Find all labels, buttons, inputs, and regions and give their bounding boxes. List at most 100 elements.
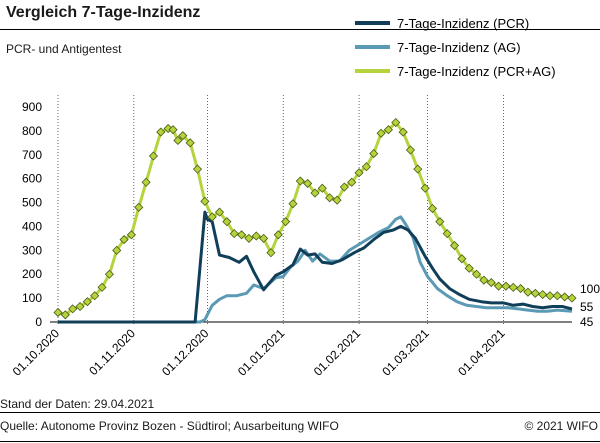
y-tick-label: 400	[22, 219, 42, 233]
data-point-marker	[449, 240, 460, 251]
data-point-marker	[295, 176, 305, 186]
end-value-label: 55	[580, 300, 594, 314]
data-point-marker	[178, 131, 188, 141]
data-point-marker	[68, 304, 78, 314]
data-point-marker	[134, 202, 144, 212]
x-tick-label: 01.02.2021	[311, 326, 364, 379]
data-point-marker	[427, 203, 438, 214]
data-point-marker	[237, 230, 247, 240]
data-point-marker	[163, 123, 173, 134]
data-point-marker	[325, 193, 335, 203]
data-point-marker	[560, 292, 570, 302]
data-point-marker	[222, 217, 232, 227]
data-point-marker	[347, 177, 357, 187]
data-point-marker	[244, 233, 254, 243]
data-point-marker	[398, 127, 408, 137]
data-point-marker	[273, 230, 283, 240]
data-point-marker	[501, 281, 511, 291]
data-point-marker	[354, 168, 364, 178]
data-point-marker	[259, 233, 269, 243]
data-point-marker	[486, 278, 496, 288]
data-point-marker	[545, 291, 555, 301]
data-point-marker	[332, 195, 342, 205]
data-point-marker	[552, 291, 562, 301]
series-line	[58, 215, 573, 324]
legend-label: 7-Tage-Inzidenz (AG)	[397, 40, 521, 55]
data-point-marker	[185, 138, 195, 148]
data-point-marker	[494, 281, 504, 291]
y-tick-label: 0	[35, 315, 42, 329]
y-tick-label: 200	[22, 267, 42, 281]
data-point-marker	[214, 207, 225, 217]
data-point-marker	[567, 293, 577, 303]
y-tick-label: 800	[22, 124, 42, 138]
data-point-marker	[405, 145, 416, 155]
end-value-label: 100	[580, 282, 600, 296]
chart-title: Vergleich 7-Tage-Inzidenz	[6, 4, 201, 21]
data-point-marker	[288, 199, 298, 209]
y-tick-label: 900	[22, 100, 42, 114]
data-point-marker	[156, 127, 166, 137]
x-tick-label: 01.12.2020	[159, 326, 212, 379]
data-point-marker	[369, 149, 379, 159]
chart-subtitle: PCR- und Antigentest	[6, 42, 122, 56]
title-divider	[0, 29, 600, 30]
data-point-marker	[464, 263, 474, 273]
data-point-marker	[317, 183, 327, 193]
legend-label: 7-Tage-Inzidenz (PCR+AG)	[397, 64, 556, 79]
data-point-marker	[173, 135, 183, 146]
data-point-marker	[413, 164, 423, 174]
data-point-marker	[516, 283, 526, 294]
data-point-marker	[141, 177, 151, 187]
data-point-marker	[361, 162, 371, 172]
x-tick-label: 01.11.2020	[86, 326, 138, 378]
data-point-marker	[112, 245, 122, 255]
x-tick-label: 01.04.2021	[455, 326, 508, 379]
data-point-marker	[471, 269, 482, 279]
data-point-marker	[53, 307, 63, 318]
series-line	[58, 210, 573, 324]
data-point-marker	[530, 288, 540, 298]
source-note: Quelle: Autonome Provinz Bozen - Südtiro…	[0, 419, 339, 433]
x-tick-label: 01.03.2021	[379, 326, 432, 379]
data-point-marker	[310, 188, 320, 198]
data-point-marker	[538, 289, 548, 300]
x-tick-label: 01.01.2021	[235, 326, 288, 379]
data-point-marker	[82, 297, 92, 307]
data-point-marker	[60, 310, 70, 320]
footer-divider-top	[0, 412, 600, 413]
y-tick-label: 300	[22, 243, 42, 257]
legend-label: 7-Tage-Inzidenz (PCR)	[397, 16, 529, 31]
data-point-marker	[479, 275, 489, 285]
data-point-marker	[148, 151, 159, 161]
data-point-marker	[420, 183, 430, 193]
footer-divider-bottom	[0, 441, 600, 442]
end-value-label: 45	[580, 315, 594, 329]
data-point-marker	[508, 282, 518, 292]
data-point-marker	[523, 287, 533, 297]
y-tick-label: 700	[22, 148, 42, 162]
data-point-marker	[90, 291, 100, 301]
data-point-marker	[281, 217, 291, 227]
data-point-marker	[168, 125, 178, 135]
data-point-marker	[339, 182, 349, 192]
data-date-note: Stand der Daten: 29.04.2021	[0, 397, 155, 411]
data-point-marker	[376, 128, 386, 138]
y-tick-label: 100	[22, 291, 42, 305]
data-point-marker	[200, 196, 210, 206]
copyright-note: © 2021 WIFO	[524, 419, 598, 433]
data-point-marker	[126, 230, 136, 240]
data-point-marker	[266, 248, 276, 258]
x-tick-label: 01.10.2020	[10, 326, 63, 379]
data-point-marker	[192, 164, 203, 174]
data-point-marker	[251, 231, 261, 241]
data-point-marker	[119, 235, 129, 245]
data-point-marker	[383, 125, 393, 135]
data-point-marker	[442, 229, 452, 239]
y-tick-label: 600	[22, 172, 42, 186]
data-point-marker	[391, 117, 401, 128]
data-point-marker	[303, 178, 313, 189]
y-tick-label: 500	[22, 196, 42, 210]
data-point-marker	[457, 254, 467, 264]
